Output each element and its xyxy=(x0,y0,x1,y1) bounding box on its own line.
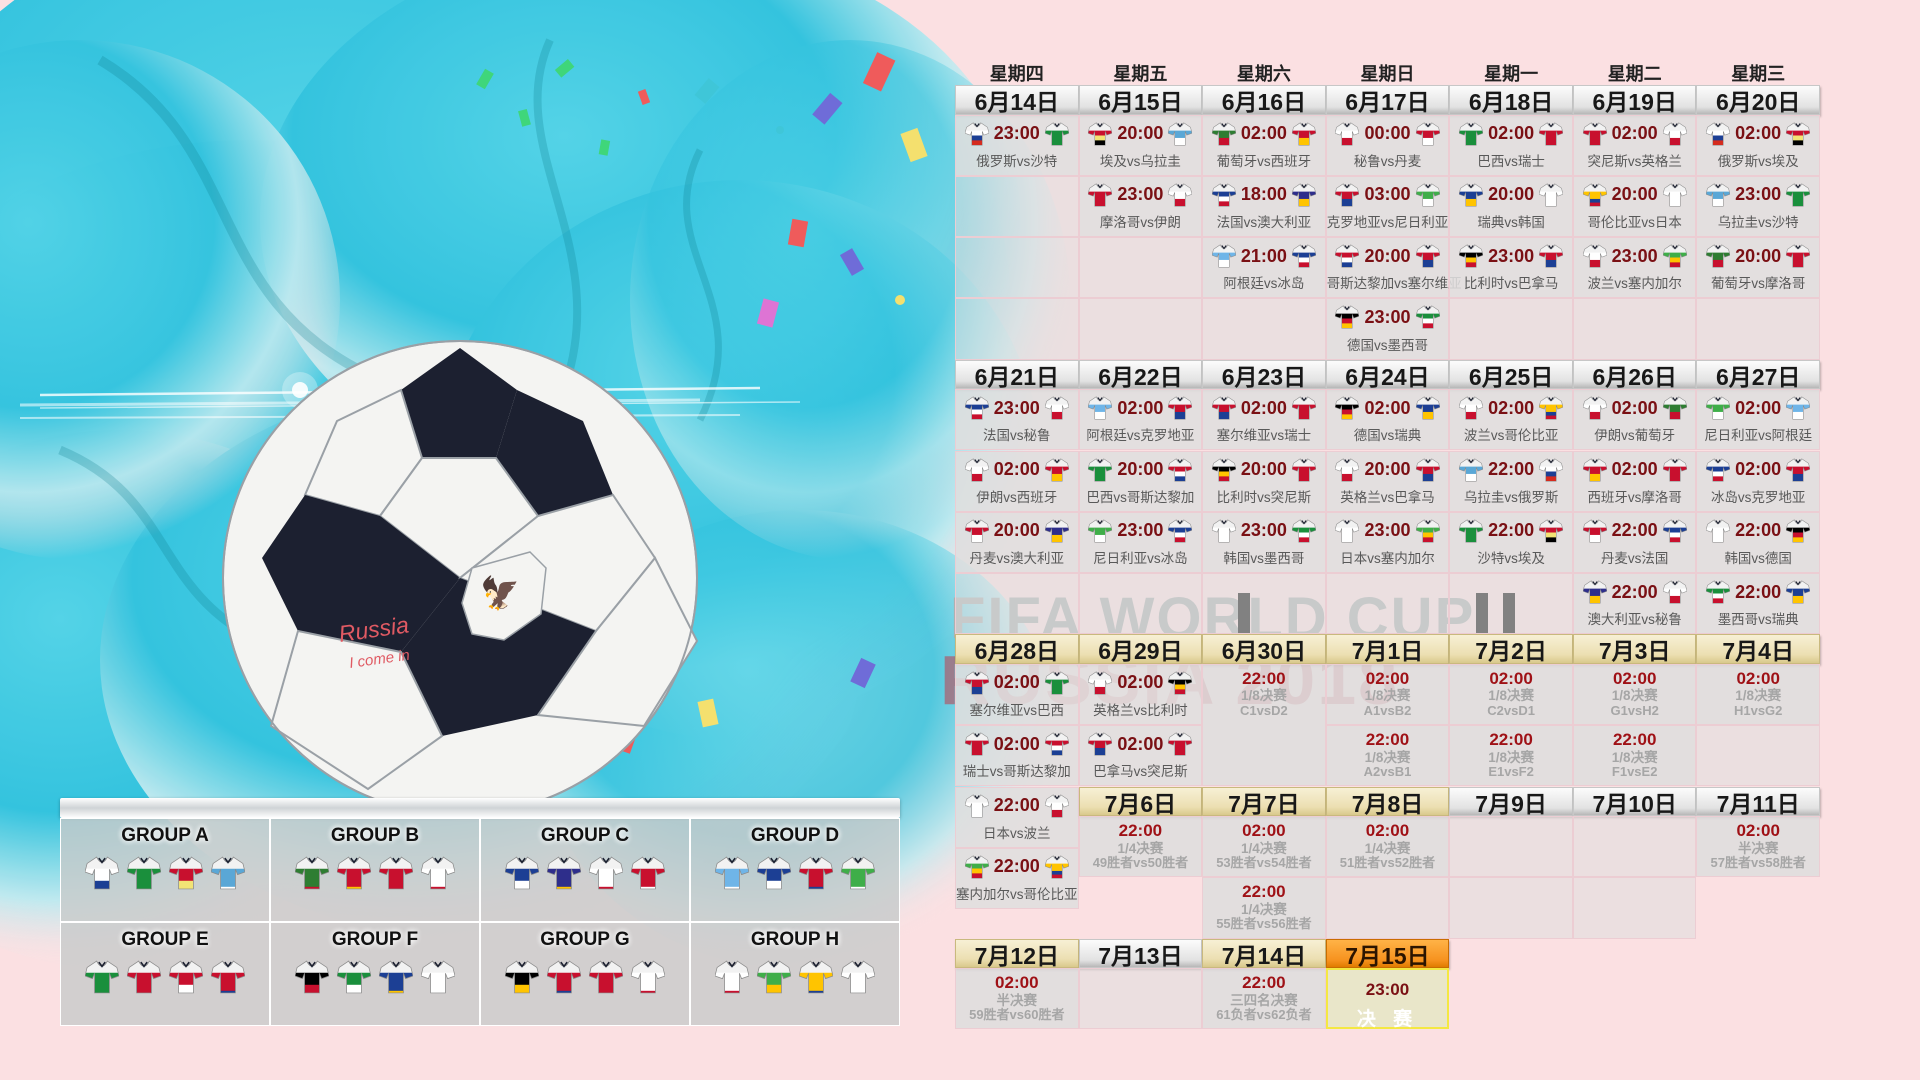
svg-text:🦅: 🦅 xyxy=(480,574,520,611)
